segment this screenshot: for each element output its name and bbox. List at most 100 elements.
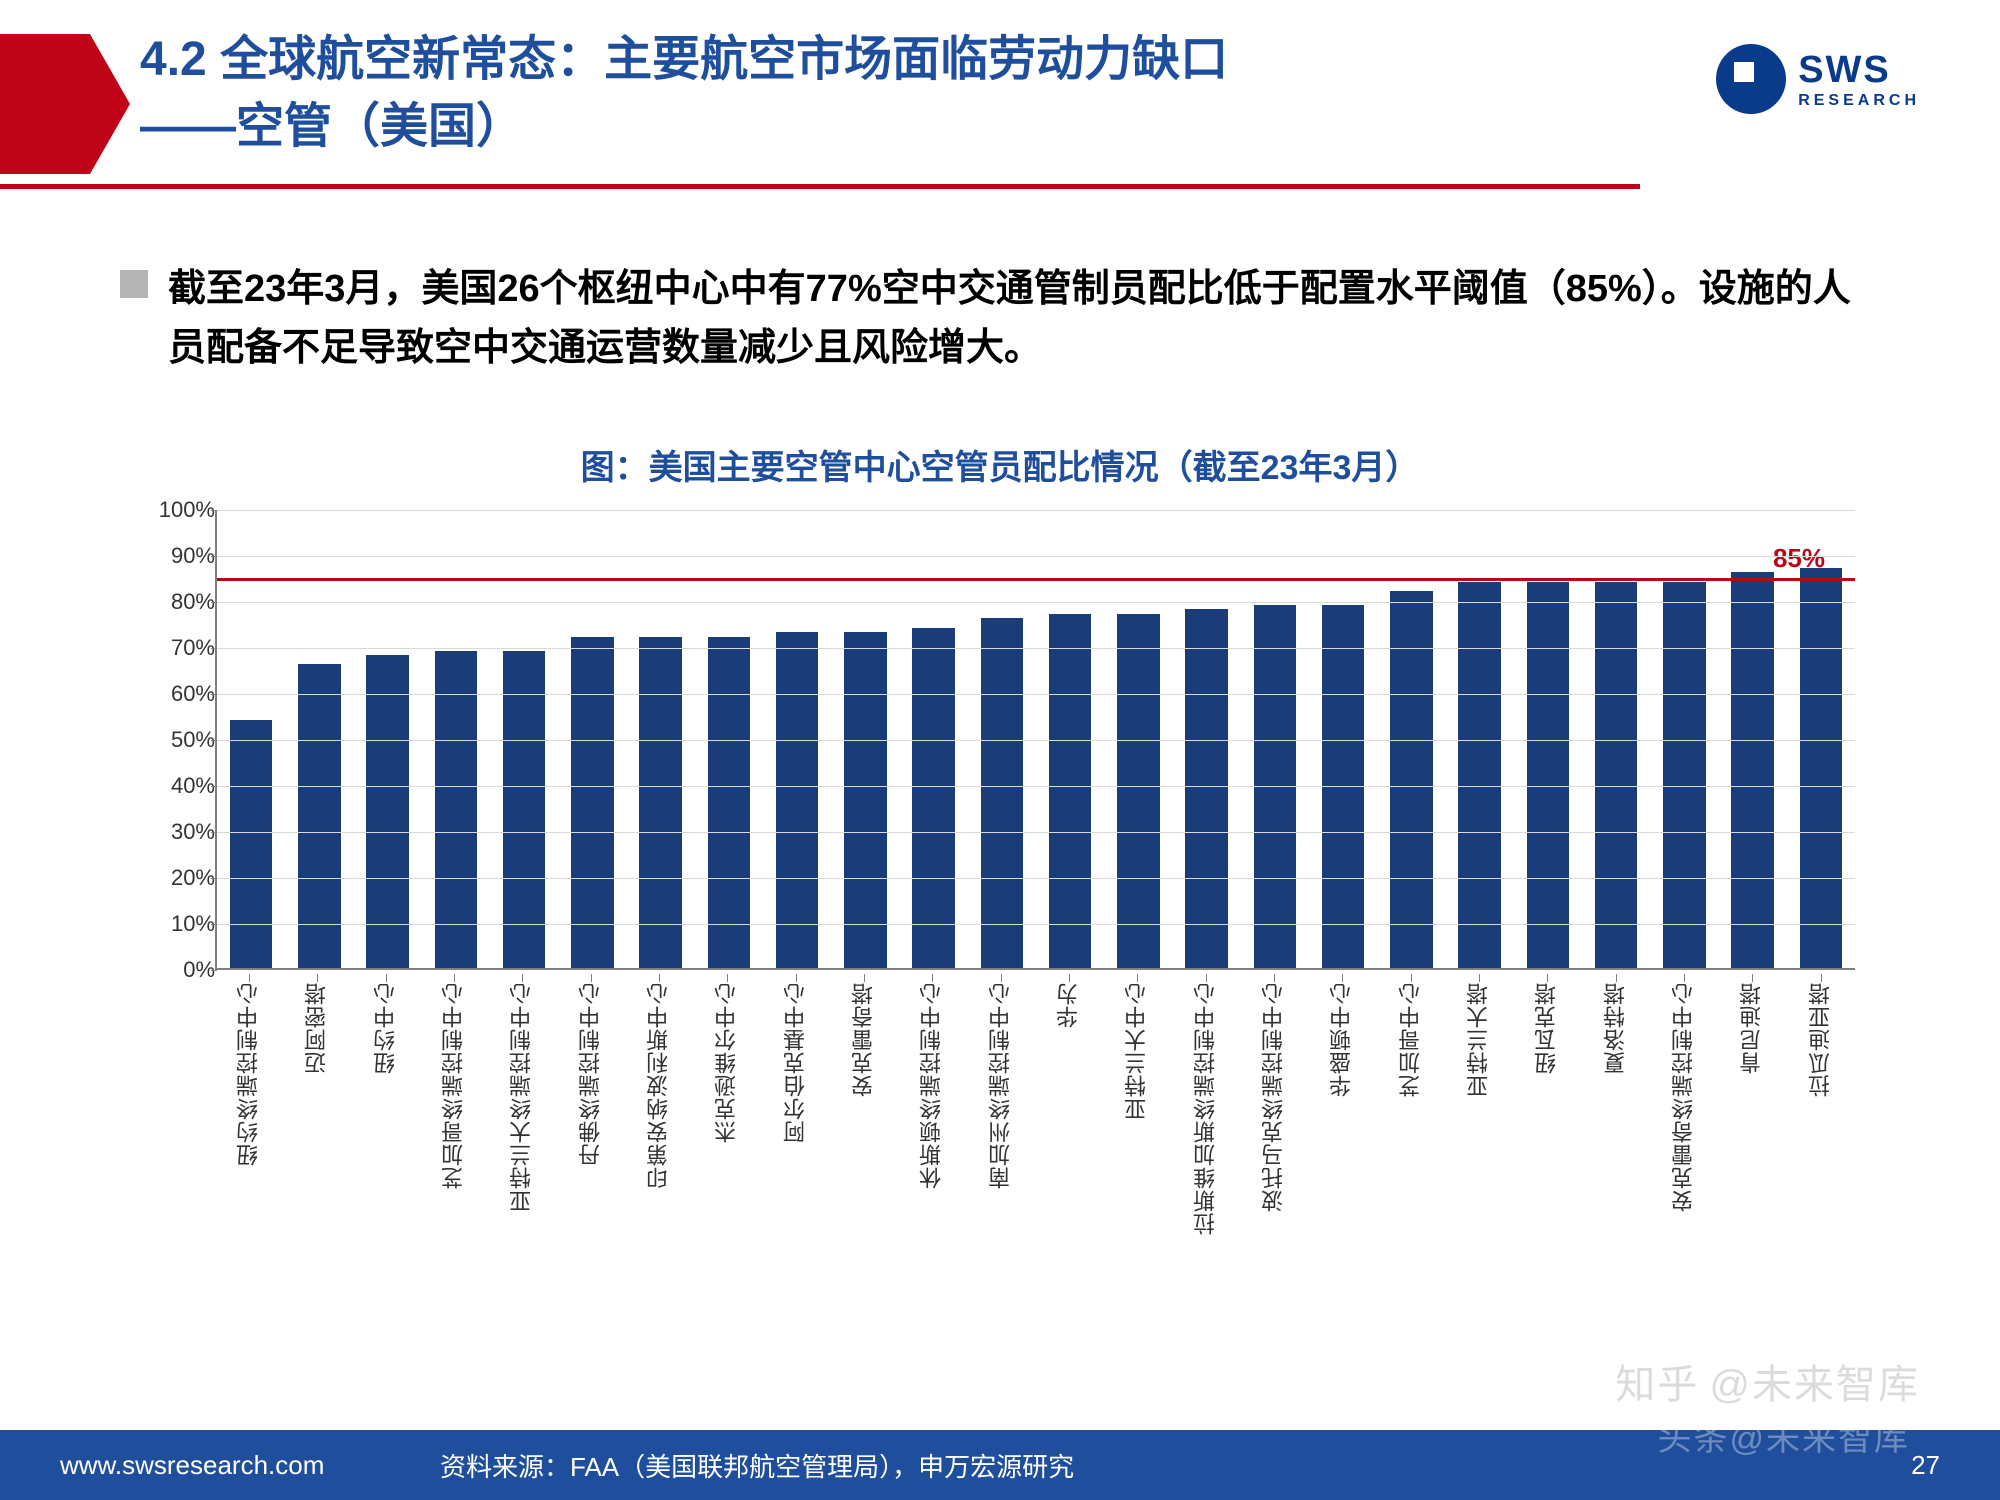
chart-xtick-mark: [727, 974, 728, 982]
chart-ytick-mark: [211, 694, 217, 695]
chart-xlabel-slot: 印第安纳波利斯中心: [625, 976, 693, 1246]
chart-ytick-label: 80%: [135, 589, 215, 615]
chart-xlabel-slot: 拉瓜迪亚塔: [1787, 976, 1855, 1246]
chart-xlabel: 芝加哥中心: [1395, 982, 1427, 1097]
title-block: 4.2 全球航空新常态：主要航空市场面临劳动力缺口 ——空管（美国）: [140, 26, 1228, 160]
chart-xlabel: 阿尔伯克基中心: [780, 982, 812, 1143]
chart-xtick-mark: [1752, 974, 1753, 982]
bullet-marker-icon: [120, 270, 148, 298]
chart-bar: [503, 651, 545, 968]
chart-gridline: [217, 602, 1855, 603]
bullet-text: 截至23年3月，美国26个枢纽中心中有77%空中交通管制员配比低于配置水平阈值（…: [168, 260, 1880, 378]
chart-xlabel: 丹佛终端控制中心: [575, 982, 607, 1166]
chart-bar: [708, 637, 750, 968]
chart-xlabel: 迈阿密塔: [301, 982, 333, 1074]
chart-xlabel-slot: 华为: [1035, 976, 1103, 1246]
chart-xlabel: 华为: [1053, 982, 1085, 1028]
chart-ytick-mark: [211, 970, 217, 971]
chart-xlabel: 拉瓜迪亚塔: [1805, 982, 1837, 1097]
chart-bar: [1117, 614, 1159, 968]
chart-xlabel-slot: 肯尼迪塔: [1718, 976, 1786, 1246]
chart-reference-line: [217, 578, 1855, 581]
chart-title: 图：美国主要空管中心空管员配比情况（截至23年3月）: [0, 440, 2000, 489]
chart-xlabel-slot: 夏洛特塔: [1582, 976, 1650, 1246]
chart-xtick-mark: [522, 974, 523, 982]
chart-xlabel: 安克雷奇终端控制中心: [1668, 982, 1700, 1212]
chart-bar: [776, 632, 818, 968]
chart-bar: [1458, 582, 1500, 968]
chart-xtick-mark: [249, 974, 250, 982]
chart-xlabel-slot: 华盛顿中心: [1308, 976, 1376, 1246]
chart-gridline: [217, 648, 1855, 649]
chart-xtick-mark: [1137, 974, 1138, 982]
chart-xlabel-slot: 波托马克终端控制中心: [1240, 976, 1308, 1246]
chart-xtick-mark: [1342, 974, 1343, 982]
chart-xlabel-slot: 迈阿密塔: [283, 976, 351, 1246]
header-accent-arrow: [0, 34, 90, 174]
brand-logo-small: RESEARCH: [1798, 92, 1920, 110]
bullet-row: 截至23年3月，美国26个枢纽中心中有77%空中交通管制员配比低于配置水平阈值（…: [120, 260, 1880, 378]
watermark-zhihu: 知乎 @未来智库: [1615, 1352, 1920, 1410]
chart-ytick-mark: [211, 924, 217, 925]
chart-ytick-label: 60%: [135, 681, 215, 707]
chart-xlabel: 夏洛特塔: [1600, 982, 1632, 1074]
chart-xlabel-slot: 阿尔伯克基中心: [762, 976, 830, 1246]
chart-gridline: [217, 924, 1855, 925]
chart-ytick-mark: [211, 878, 217, 879]
chart-xlabel-slot: 芝加哥终端控制中心: [420, 976, 488, 1246]
slide-title-line2: ——空管（美国）: [140, 93, 1228, 160]
chart-xlabel: 拉斯维加斯终端控制中心: [1190, 982, 1222, 1235]
chart-xlabels: 纽约终端控制中心迈阿密塔纽约中心芝加哥终端控制中心亚特兰大终端控制中心丹佛终端控…: [215, 976, 1855, 1246]
chart-gridline: [217, 740, 1855, 741]
chart-ytick-mark: [211, 786, 217, 787]
chart-xlabel-slot: 亚特兰大中心: [1103, 976, 1171, 1246]
bar-chart: 85% 0%10%20%30%40%50%60%70%80%90%100% 纽约…: [135, 510, 1875, 1250]
chart-xtick-mark: [1001, 974, 1002, 982]
chart-xlabel-slot: 丹佛终端控制中心: [557, 976, 625, 1246]
chart-xlabel: 印第安纳波利斯中心: [643, 982, 675, 1189]
chart-ytick-label: 20%: [135, 865, 215, 891]
chart-xtick-mark: [317, 974, 318, 982]
chart-xlabel: 亚特兰大塔: [1463, 982, 1495, 1097]
chart-ytick-label: 0%: [135, 957, 215, 983]
chart-xtick-mark: [591, 974, 592, 982]
chart-xlabel-slot: 拉斯维加斯终端控制中心: [1172, 976, 1240, 1246]
slide-root: 4.2 全球航空新常态：主要航空市场面临劳动力缺口 ——空管（美国） SWS R…: [0, 0, 2000, 1500]
chart-xlabel: 芝加哥终端控制中心: [438, 982, 470, 1189]
chart-ytick-label: 30%: [135, 819, 215, 845]
slide-title-line1: 4.2 全球航空新常态：主要航空市场面临劳动力缺口: [140, 26, 1228, 93]
chart-xtick-mark: [1684, 974, 1685, 982]
chart-bar: [366, 655, 408, 968]
chart-xlabel-slot: 南加州终端控制中心: [967, 976, 1035, 1246]
chart-bar: [1185, 609, 1227, 968]
chart-xlabel: 纽约终端控制中心: [233, 982, 265, 1166]
chart-ytick-mark: [211, 740, 217, 741]
header-underline: [0, 184, 1640, 189]
chart-bar: [1527, 582, 1569, 968]
chart-xlabel-slot: 亚特兰大塔: [1445, 976, 1513, 1246]
chart-xtick-mark: [386, 974, 387, 982]
chart-xlabel: 纽约中心: [370, 982, 402, 1074]
chart-bar: [1800, 568, 1842, 968]
chart-xtick-mark: [864, 974, 865, 982]
brand-logo-text: SWS RESEARCH: [1798, 49, 1920, 110]
chart-bar: [912, 628, 954, 968]
watermark-zhihu-text: @未来智库: [1709, 1352, 1920, 1410]
chart-xlabel-slot: 安克雷奇终端控制中心: [1650, 976, 1718, 1246]
chart-xtick-mark: [796, 974, 797, 982]
chart-bar: [981, 618, 1023, 968]
chart-ytick-mark: [211, 510, 217, 511]
footer-page-number: 27: [1911, 1450, 1940, 1481]
chart-xtick-mark: [1479, 974, 1480, 982]
brand-logo-big: SWS: [1798, 49, 1920, 92]
chart-xtick-mark: [659, 974, 660, 982]
chart-bar: [844, 632, 886, 968]
chart-xlabel-slot: 休斯顿终端控制中心: [898, 976, 966, 1246]
chart-xtick-mark: [1274, 974, 1275, 982]
chart-ytick-label: 100%: [135, 497, 215, 523]
chart-ytick-mark: [211, 648, 217, 649]
watermark-toutiao: 头条@未来智库: [1657, 1411, 1910, 1460]
slide-header: 4.2 全球航空新常态：主要航空市场面临劳动力缺口 ——空管（美国） SWS R…: [0, 24, 2000, 194]
chart-xlabel-slot: 芝加哥中心: [1377, 976, 1445, 1246]
chart-xtick-mark: [1547, 974, 1548, 982]
